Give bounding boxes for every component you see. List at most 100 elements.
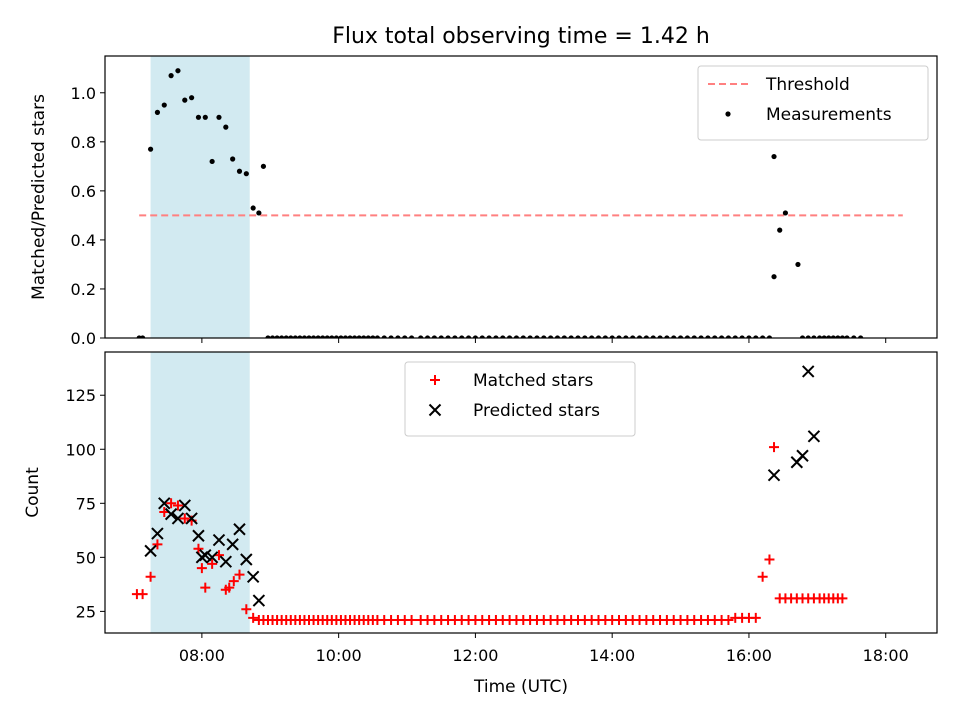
- measurement-point: [799, 335, 806, 338]
- axes-frame: [104, 351, 938, 634]
- measurement-point: [445, 335, 451, 338]
- measurement-point: [821, 335, 827, 338]
- measurement-point: [352, 335, 358, 338]
- predicted-point: [767, 469, 781, 482]
- plot-area: [131, 352, 848, 633]
- bottom-panel: 25 50 75 100 125 08:00 10:00 12:00 14:00 16:00 18:…: [23, 351, 938, 665]
- legend-label: Measurements: [766, 105, 892, 125]
- measurement-point: [315, 335, 321, 338]
- measurement-point: [582, 335, 588, 338]
- measurement-point: [223, 124, 229, 130]
- axes-frame: [104, 55, 938, 339]
- plot-area: [136, 56, 903, 338]
- chart-title: Flux total observing time = 1.42 h: [332, 24, 710, 49]
- predicted-point: [246, 570, 260, 584]
- y-tick-label: 0.2: [71, 280, 96, 299]
- measurement-point: [243, 171, 249, 177]
- y-tick-label: 25: [76, 602, 96, 621]
- measurement-point: [306, 335, 312, 338]
- measurement-point: [283, 335, 289, 338]
- predicted-point: [158, 497, 171, 510]
- measurement-point: [858, 335, 864, 338]
- measurement-point: [324, 335, 330, 338]
- measurement-point: [265, 335, 271, 338]
- y-tick-label: 0.8: [71, 133, 96, 152]
- measurement-point: [230, 156, 236, 162]
- y-axis-label: Matched/Predicted stars: [29, 94, 49, 300]
- measurement-point: [329, 335, 335, 338]
- measurement-point: [431, 335, 437, 338]
- matched-point: [145, 571, 156, 582]
- legend: Matched stars Predicted stars: [404, 361, 636, 437]
- measurement-point: [805, 335, 811, 338]
- measurement-point: [817, 335, 823, 338]
- measurement-point: [320, 335, 326, 338]
- matched-point: [193, 543, 204, 554]
- measurement-point: [664, 335, 670, 338]
- measurement-point: [705, 335, 711, 338]
- y-tick-label: 1.0: [71, 84, 96, 103]
- matched-point: [248, 612, 259, 623]
- measurement-point: [236, 168, 243, 174]
- legend-label: Predicted stars: [473, 401, 600, 421]
- y-tick-label: 50: [76, 548, 96, 567]
- measurement-point: [725, 335, 732, 338]
- matched-point: [152, 539, 163, 550]
- matched-point: [166, 498, 177, 509]
- measurement-point: [595, 335, 602, 338]
- measurement-point: [175, 68, 181, 74]
- measurement-point: [279, 335, 285, 338]
- measurement-point: [554, 335, 561, 338]
- measurement-point: [260, 163, 267, 169]
- legend-box: [404, 361, 636, 437]
- predicted-point: [212, 533, 226, 547]
- legend-measurement-swatch: [725, 111, 731, 117]
- measurement-point: [732, 335, 738, 338]
- measurement-point: [830, 335, 836, 338]
- matched-point: [757, 571, 768, 582]
- x-tick-label: 12:00: [452, 646, 498, 665]
- measurement-point: [643, 335, 649, 338]
- measurement-point: [402, 335, 408, 338]
- matched-point: [224, 582, 235, 593]
- matched-point: [723, 615, 734, 626]
- legend-box: [697, 65, 929, 141]
- measurement-point: [493, 335, 499, 338]
- series-measurements: [136, 68, 864, 338]
- predicted-point: [205, 551, 219, 564]
- measurement-point: [630, 335, 636, 338]
- top-panel: 0.0 0.2 0.4 0.6 0.8 1.0 Matched/Predicted star…: [29, 55, 938, 348]
- y-tick-label: 0.6: [71, 182, 96, 201]
- measurement-point: [739, 335, 745, 338]
- measurement-point: [374, 335, 380, 338]
- measurement-point: [182, 97, 188, 103]
- measurement-point: [575, 335, 581, 338]
- measurement-point: [718, 335, 725, 338]
- predicted-point: [171, 512, 185, 525]
- matched-point: [241, 604, 252, 615]
- shaded-interval: [150, 352, 250, 633]
- measurement-point: [479, 335, 485, 338]
- measurement-point: [712, 335, 718, 338]
- measurement-point: [388, 335, 394, 338]
- measurement-point: [602, 335, 608, 338]
- measurement-point: [269, 335, 276, 338]
- measurement-point: [568, 335, 574, 338]
- measurement-point: [147, 146, 154, 152]
- measurement-point: [589, 335, 595, 338]
- predicted-point: [185, 512, 198, 525]
- predicted-point: [226, 538, 239, 551]
- measurement-point: [753, 335, 759, 338]
- legend-label: Matched stars: [473, 371, 593, 391]
- predicted-point: [178, 499, 191, 512]
- measurement-point: [811, 335, 817, 338]
- predicted-point: [233, 523, 246, 536]
- measurement-point: [777, 227, 783, 233]
- measurement-point: [342, 335, 349, 338]
- y-tick-label: 75: [76, 494, 96, 513]
- series-matched-stars: [131, 442, 848, 626]
- legend-predicted-swatch: [428, 403, 442, 417]
- measurement-point: [154, 109, 161, 115]
- measurement-point: [256, 210, 262, 216]
- measurement-point: [623, 335, 629, 338]
